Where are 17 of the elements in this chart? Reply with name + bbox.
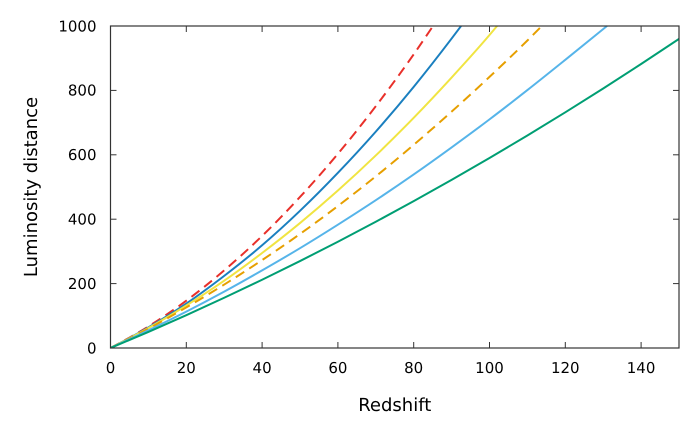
x-tick-label: 140 xyxy=(626,359,656,377)
x-tick-label: 80 xyxy=(404,359,424,377)
x-tick-label: 100 xyxy=(475,359,504,377)
x-tick-label: 0 xyxy=(106,359,116,377)
y-tick-label: 0 xyxy=(86,339,96,358)
x-tick-label: 60 xyxy=(328,359,348,377)
y-tick-label: 800 xyxy=(68,82,96,100)
x-tick-label: 40 xyxy=(252,359,272,377)
line-series xyxy=(110,38,679,348)
y-tick-label: 400 xyxy=(68,210,96,228)
x-tick-label: 120 xyxy=(550,359,580,377)
y-axis-title: Luminosity distance xyxy=(21,96,42,278)
x-tick-label: 20 xyxy=(176,359,196,377)
y-tick-label: 1000 xyxy=(58,17,96,36)
x-axis-title: Redshift xyxy=(358,395,432,416)
y-tick-label: 600 xyxy=(68,146,96,164)
y-tick-label: 200 xyxy=(68,274,96,293)
